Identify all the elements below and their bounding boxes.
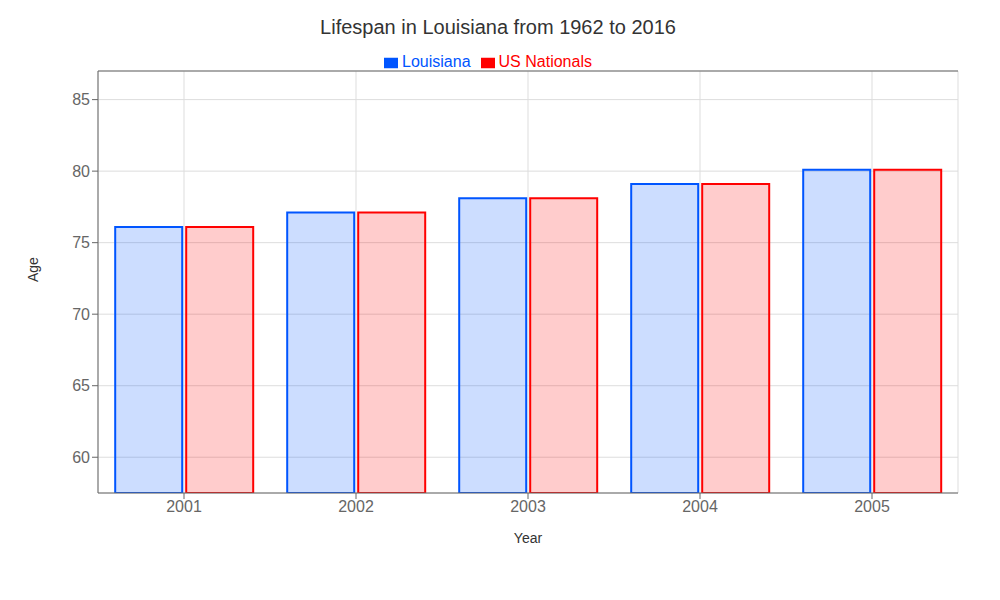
svg-text:2003: 2003: [510, 498, 546, 515]
svg-text:2001: 2001: [166, 498, 202, 515]
svg-text:80: 80: [72, 163, 90, 180]
svg-text:2005: 2005: [854, 498, 890, 515]
svg-text:Age: Age: [25, 257, 41, 282]
svg-text:Year: Year: [514, 530, 543, 546]
svg-text:2002: 2002: [338, 498, 374, 515]
html-text:US Nationals: US Nationals: [498, 53, 592, 70]
svg-text:85: 85: [72, 91, 90, 108]
svg-text:65: 65: [72, 377, 90, 394]
svg-text:75: 75: [72, 234, 90, 251]
svg-text:2004: 2004: [682, 498, 718, 515]
svg-text:70: 70: [72, 306, 90, 323]
html-text:Louisiana: Louisiana: [402, 53, 471, 70]
svg-text:60: 60: [72, 449, 90, 466]
html-text:Lifespan in Louisiana from 196: Lifespan in Louisiana from 1962 to 2016: [320, 16, 676, 38]
